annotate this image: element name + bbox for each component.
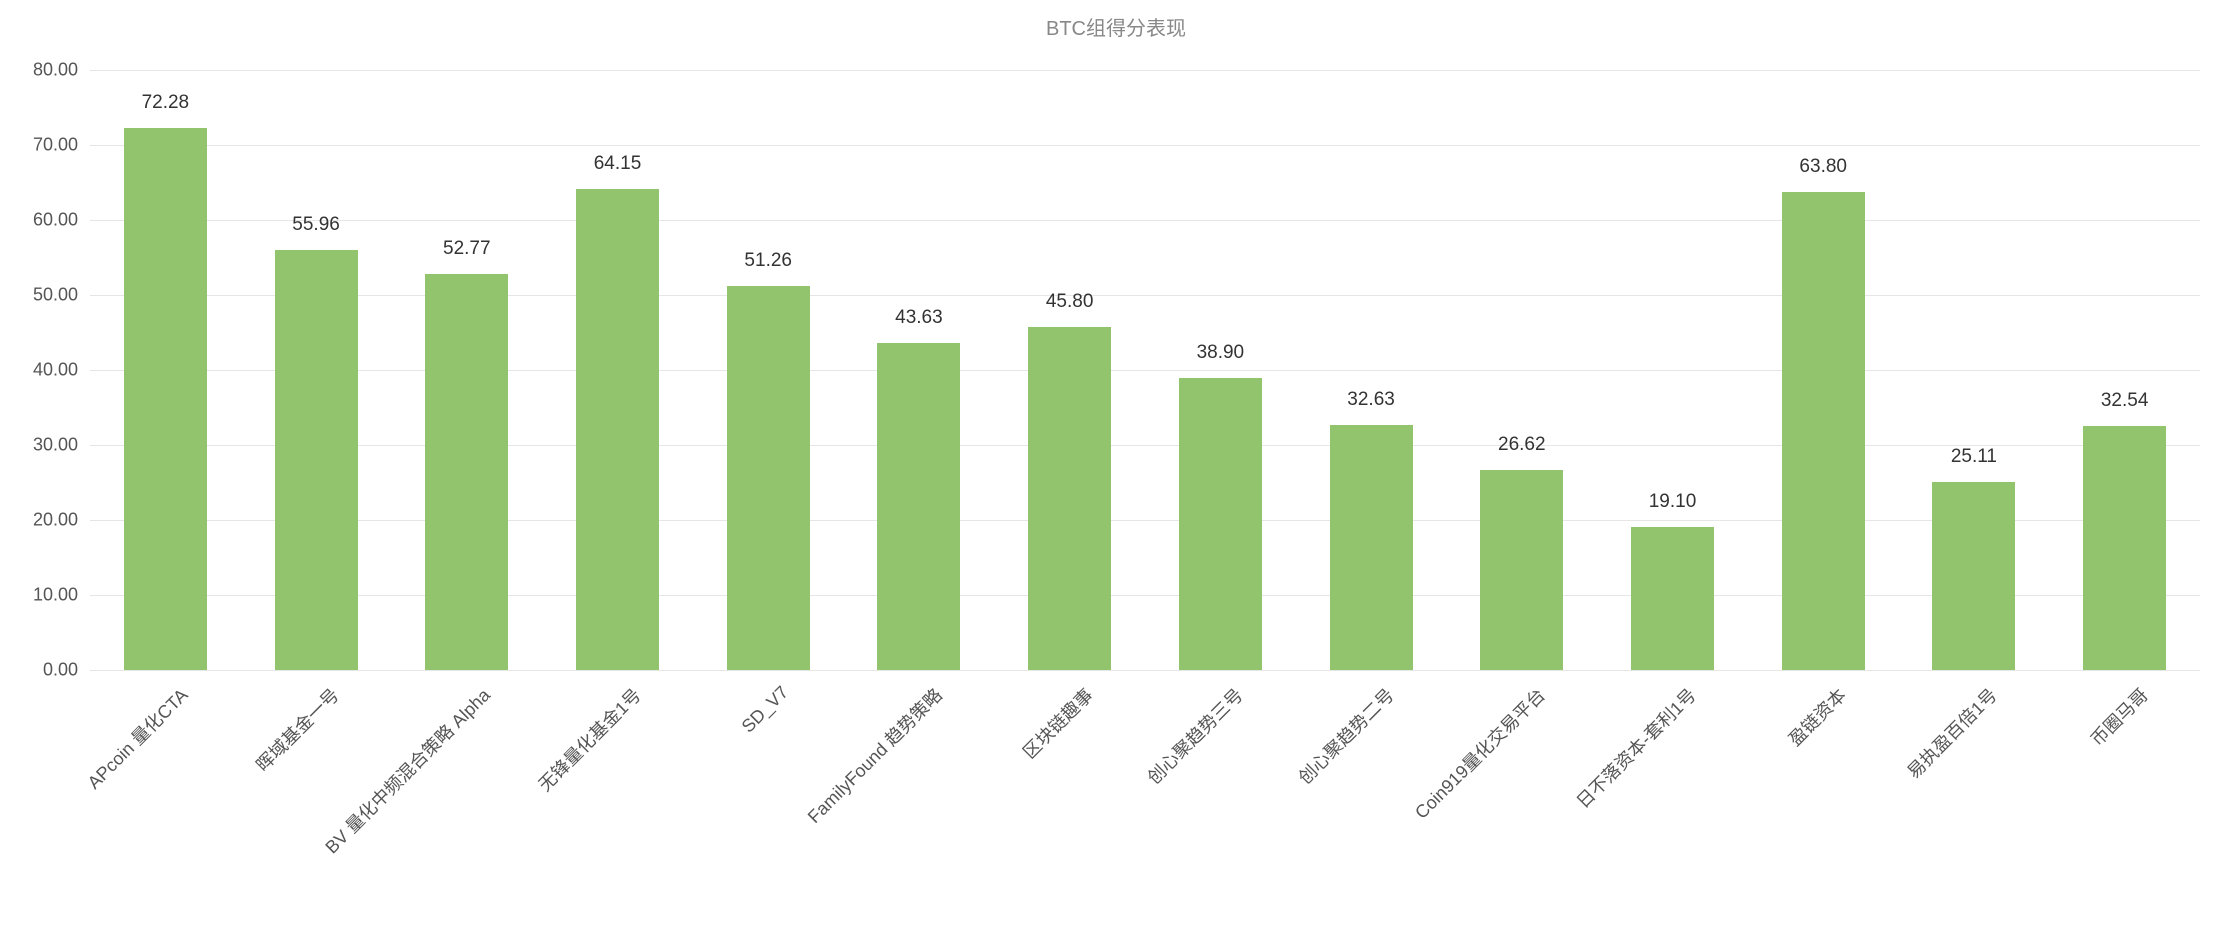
bar: [576, 189, 659, 670]
x-tick-label: 盈链资本: [1782, 682, 1851, 751]
bar-value-label: 26.62: [1498, 434, 1546, 456]
bar-value-label: 64.15: [594, 153, 642, 175]
bar-value-label: 51.26: [744, 250, 792, 272]
y-tick-label: 60.00: [33, 210, 78, 231]
bar: [1028, 327, 1111, 671]
x-tick-label: 晖域基金一号: [250, 682, 345, 777]
x-tick-label: APcoin 量化CTA: [81, 682, 193, 794]
x-tick-label: 无锋量化基金1号: [531, 682, 646, 797]
x-tick-label: 日不落资本-套利1号: [1569, 682, 1701, 814]
x-tick-label: 易执盈百倍1号: [1900, 682, 2002, 784]
y-tick-label: 30.00: [33, 435, 78, 456]
bar-value-label: 32.54: [2101, 390, 2149, 412]
bar: [1782, 192, 1865, 671]
x-axis: APcoin 量化CTA晖域基金一号BV 量化中频混合策略 Alpha无锋量化基…: [90, 670, 2200, 930]
x-tick-label: Coin919量化交易平台: [1408, 682, 1550, 824]
bar-value-label: 72.28: [142, 92, 190, 114]
bar-value-label: 32.63: [1347, 389, 1395, 411]
x-tick-label: BV 量化中频混合策略 Alpha: [318, 682, 495, 859]
bar-value-label: 25.11: [1951, 446, 1997, 468]
x-tick-label: 创心聚趋势三号: [1141, 682, 1248, 789]
bar: [727, 286, 810, 670]
y-tick-label: 80.00: [33, 60, 78, 81]
x-tick-label: SD_V7: [738, 682, 793, 737]
bars-layer: 72.28 55.96 52.77 64.15 51.26 43.63 45.80 38.90…: [90, 70, 2200, 670]
chart-container: BTC组得分表现 0.00 10.00 20.00 30.00 40.00 50.00 60…: [0, 0, 2232, 941]
bar: [1179, 378, 1262, 670]
bar: [2083, 426, 2166, 670]
bar-value-label: 38.90: [1197, 342, 1245, 364]
y-tick-label: 70.00: [33, 135, 78, 156]
bar: [1932, 482, 2015, 670]
bar: [1480, 470, 1563, 670]
bar-value-label: 43.63: [895, 307, 943, 329]
bar: [425, 274, 508, 670]
bar-value-label: 52.77: [443, 238, 491, 260]
bar: [124, 128, 207, 670]
plot-area: 72.28 55.96 52.77 64.15 51.26 43.63 45.80 38.90…: [90, 70, 2200, 670]
x-tick-label: 创心聚趋势二号: [1292, 682, 1399, 789]
bar-value-label: 19.10: [1649, 491, 1697, 513]
x-tick-label: 区块链趣事: [1016, 682, 1098, 764]
chart-title: BTC组得分表现: [0, 12, 2232, 41]
bar-value-label: 55.96: [292, 214, 340, 236]
bar: [877, 343, 960, 670]
y-tick-label: 50.00: [33, 285, 78, 306]
bar: [275, 250, 358, 670]
x-tick-label: 币圈马哥: [2084, 682, 2153, 751]
y-tick-label: 20.00: [33, 510, 78, 531]
y-tick-label: 0.00: [43, 660, 78, 681]
y-tick-label: 10.00: [33, 585, 78, 606]
bar-value-label: 45.80: [1046, 291, 1094, 313]
y-axis: 0.0010.0020.0030.0040.0050.0060.0070.008…: [0, 70, 90, 670]
bar: [1631, 527, 1714, 670]
bar-value-label: 63.80: [1799, 156, 1847, 178]
x-tick-label: FamilyFound 趋势策略: [801, 682, 947, 828]
y-tick-label: 40.00: [33, 360, 78, 381]
bar: [1330, 425, 1413, 670]
